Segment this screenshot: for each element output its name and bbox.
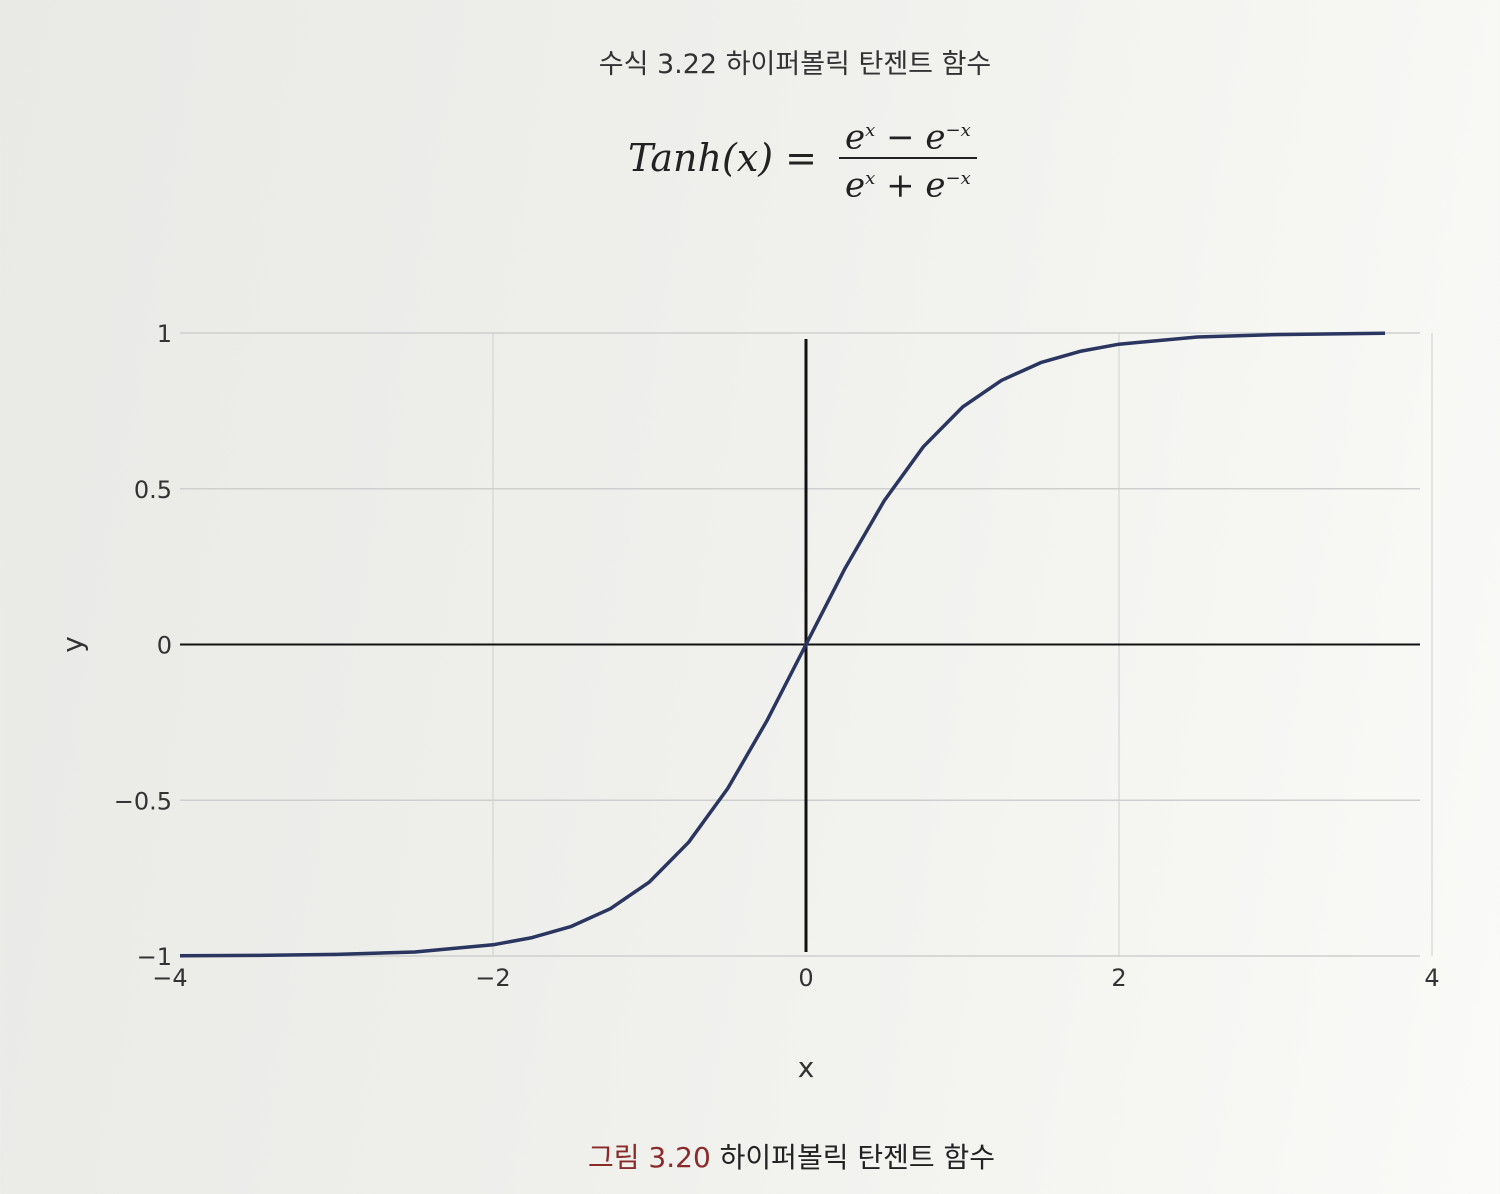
x-axis-label: x [798,1051,815,1084]
x-tick-label-1: −2 [475,964,510,992]
y-tick-label-3: 0.5 [134,476,172,504]
num-base2: e [925,117,946,157]
fraction-bar [839,157,977,159]
den-exp1: x [865,168,876,189]
x-tick-label-0: −4 [152,964,187,992]
figure-caption: 그림 3.20 하이퍼볼릭 탄젠트 함수 [588,1136,995,1176]
formula-denominator: ex + e−x [839,159,977,205]
y-axis-label: y [56,636,89,653]
den-exp2: −x [945,168,971,189]
y-tick-label-0: −1 [137,943,172,971]
x-tick-label-3: 2 [1111,964,1126,992]
num-base1: e [845,117,866,157]
caption-text: 하이퍼볼릭 탄젠트 함수 [710,1141,996,1174]
num-op: − [875,117,926,157]
x-tick-label-2: 0 [798,964,813,992]
formula-fraction: ex − e−x ex + e−x [839,111,977,205]
den-op: + [875,165,926,206]
tanh-formula: Tanh(x) = ex − e−x ex + e−x [628,116,977,205]
equation-title: 수식 3.22 하이퍼볼릭 탄젠트 함수 [598,49,992,80]
num-exp2: −x [945,119,971,141]
tanh-curve [179,331,1386,958]
formula-lhs: Tanh(x) = [628,136,817,180]
den-base2: e [925,165,946,206]
y-tick-label-1: −0.5 [114,787,172,815]
caption-label: 그림 3.20 [588,1141,711,1174]
y-tick-label-4: 1 [157,320,172,348]
y-tick-label-2: 0 [157,632,172,660]
x-tick-label-4: 4 [1424,964,1439,992]
num-exp1: x [865,119,876,141]
den-base1: e [845,165,866,206]
formula-numerator: ex − e−x [839,111,977,157]
